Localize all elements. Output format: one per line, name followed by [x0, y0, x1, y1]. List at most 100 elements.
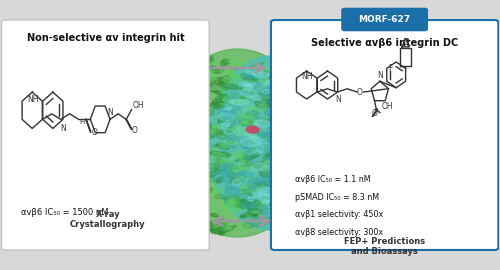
Ellipse shape [252, 87, 256, 89]
Ellipse shape [276, 173, 281, 180]
FancyBboxPatch shape [271, 20, 498, 250]
Ellipse shape [275, 97, 295, 107]
Ellipse shape [294, 177, 302, 183]
Ellipse shape [248, 163, 252, 167]
Ellipse shape [238, 171, 246, 176]
Ellipse shape [224, 151, 228, 152]
Ellipse shape [260, 144, 271, 151]
Ellipse shape [230, 131, 238, 135]
Ellipse shape [190, 87, 194, 90]
Ellipse shape [191, 145, 206, 153]
Ellipse shape [178, 103, 188, 107]
Ellipse shape [211, 213, 218, 217]
Ellipse shape [163, 123, 173, 131]
Ellipse shape [276, 206, 286, 211]
Ellipse shape [264, 65, 277, 70]
Ellipse shape [292, 120, 311, 130]
Text: αvβ6 IC₅₀ = 1.1 nM: αvβ6 IC₅₀ = 1.1 nM [295, 175, 370, 184]
Ellipse shape [320, 141, 329, 148]
Ellipse shape [246, 211, 254, 214]
Ellipse shape [240, 73, 253, 83]
Ellipse shape [293, 167, 300, 172]
Ellipse shape [236, 177, 240, 179]
Ellipse shape [266, 81, 268, 82]
Ellipse shape [290, 157, 301, 164]
Ellipse shape [272, 94, 279, 98]
Ellipse shape [206, 123, 212, 129]
Ellipse shape [269, 183, 278, 187]
Ellipse shape [271, 177, 274, 179]
Ellipse shape [226, 105, 232, 109]
Ellipse shape [282, 103, 292, 114]
Ellipse shape [272, 68, 284, 71]
Ellipse shape [325, 140, 334, 146]
Ellipse shape [218, 102, 230, 107]
Ellipse shape [252, 204, 264, 215]
Ellipse shape [314, 112, 330, 121]
Ellipse shape [284, 90, 294, 95]
Ellipse shape [277, 198, 287, 205]
Ellipse shape [172, 176, 192, 188]
Ellipse shape [277, 197, 297, 208]
Ellipse shape [266, 118, 278, 124]
Ellipse shape [324, 146, 330, 148]
Ellipse shape [284, 164, 290, 168]
Ellipse shape [239, 80, 244, 81]
Ellipse shape [210, 152, 227, 162]
Ellipse shape [240, 87, 254, 93]
Ellipse shape [240, 193, 252, 198]
Ellipse shape [178, 110, 196, 121]
Ellipse shape [211, 77, 228, 85]
Ellipse shape [212, 91, 218, 92]
Ellipse shape [220, 159, 234, 165]
Ellipse shape [228, 127, 232, 129]
Ellipse shape [162, 127, 172, 134]
Ellipse shape [282, 63, 287, 67]
Ellipse shape [268, 191, 280, 196]
Ellipse shape [296, 153, 303, 157]
Ellipse shape [272, 80, 292, 89]
Ellipse shape [298, 146, 307, 149]
Ellipse shape [288, 122, 292, 124]
Ellipse shape [220, 163, 235, 169]
Ellipse shape [236, 157, 250, 163]
Ellipse shape [210, 230, 214, 232]
Ellipse shape [294, 120, 302, 124]
Ellipse shape [158, 132, 169, 136]
Ellipse shape [263, 171, 266, 173]
Ellipse shape [256, 182, 268, 188]
Ellipse shape [258, 88, 274, 96]
Ellipse shape [274, 129, 277, 131]
Ellipse shape [265, 153, 270, 156]
Ellipse shape [244, 104, 255, 111]
Ellipse shape [218, 113, 234, 121]
Ellipse shape [246, 161, 252, 165]
Ellipse shape [196, 127, 217, 139]
Ellipse shape [232, 133, 242, 136]
Ellipse shape [270, 201, 279, 206]
Ellipse shape [272, 122, 283, 128]
Ellipse shape [291, 149, 300, 154]
Ellipse shape [290, 142, 297, 147]
Ellipse shape [300, 157, 302, 159]
Ellipse shape [308, 92, 324, 99]
Ellipse shape [326, 147, 337, 153]
Ellipse shape [296, 138, 308, 150]
Ellipse shape [294, 183, 306, 189]
Ellipse shape [255, 144, 264, 152]
Ellipse shape [230, 157, 237, 160]
Ellipse shape [164, 134, 175, 140]
Ellipse shape [271, 165, 286, 171]
Ellipse shape [315, 89, 324, 92]
Ellipse shape [258, 211, 273, 217]
Ellipse shape [260, 169, 274, 178]
Ellipse shape [226, 188, 240, 193]
Ellipse shape [216, 190, 231, 195]
Ellipse shape [204, 188, 212, 192]
Ellipse shape [240, 199, 260, 205]
Ellipse shape [309, 135, 313, 137]
Ellipse shape [246, 141, 256, 152]
Ellipse shape [224, 108, 231, 110]
Ellipse shape [220, 141, 238, 147]
Ellipse shape [226, 198, 239, 206]
